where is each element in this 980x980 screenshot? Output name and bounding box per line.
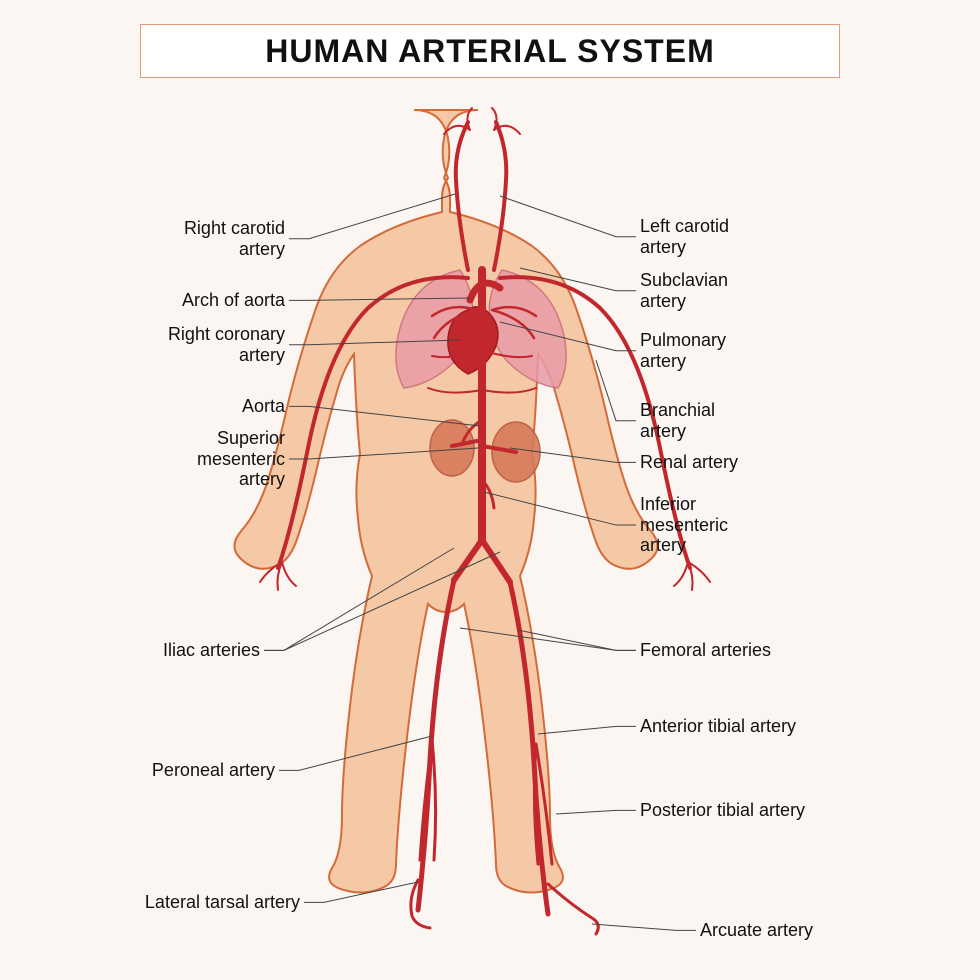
label-arch-of-aorta: Arch of aorta xyxy=(182,290,285,311)
label-branchial: Branchial artery xyxy=(640,400,715,441)
label-pulmonary: Pulmonary artery xyxy=(640,330,726,371)
label-lateral-tarsal: Lateral tarsal artery xyxy=(145,892,300,913)
label-inferior-mesenteric: Inferior mesenteric artery xyxy=(640,494,728,556)
label-anterior-tibial: Anterior tibial artery xyxy=(640,716,796,737)
label-renal: Renal artery xyxy=(640,452,738,473)
label-superior-mesenteric: Superior mesenteric artery xyxy=(197,428,285,490)
page-title: HUMAN ARTERIAL SYSTEM xyxy=(265,33,714,70)
label-posterior-tibial: Posterior tibial artery xyxy=(640,800,805,821)
label-aorta: Aorta xyxy=(242,396,285,417)
label-peroneal: Peroneal artery xyxy=(152,760,275,781)
label-right-coronary: Right coronary artery xyxy=(168,324,285,365)
label-arcuate: Arcuate artery xyxy=(700,920,813,941)
label-subclavian: Subclavian artery xyxy=(640,270,728,311)
body-svg xyxy=(0,100,980,980)
left-kidney xyxy=(430,420,474,476)
title-box: HUMAN ARTERIAL SYSTEM xyxy=(140,24,840,78)
diagram-figure: Right carotid artery Arch of aorta Right c… xyxy=(0,100,980,980)
label-right-carotid: Right carotid artery xyxy=(184,218,285,259)
label-iliac: Iliac arteries xyxy=(163,640,260,661)
label-left-carotid: Left carotid artery xyxy=(640,216,729,257)
label-femoral: Femoral arteries xyxy=(640,640,771,661)
